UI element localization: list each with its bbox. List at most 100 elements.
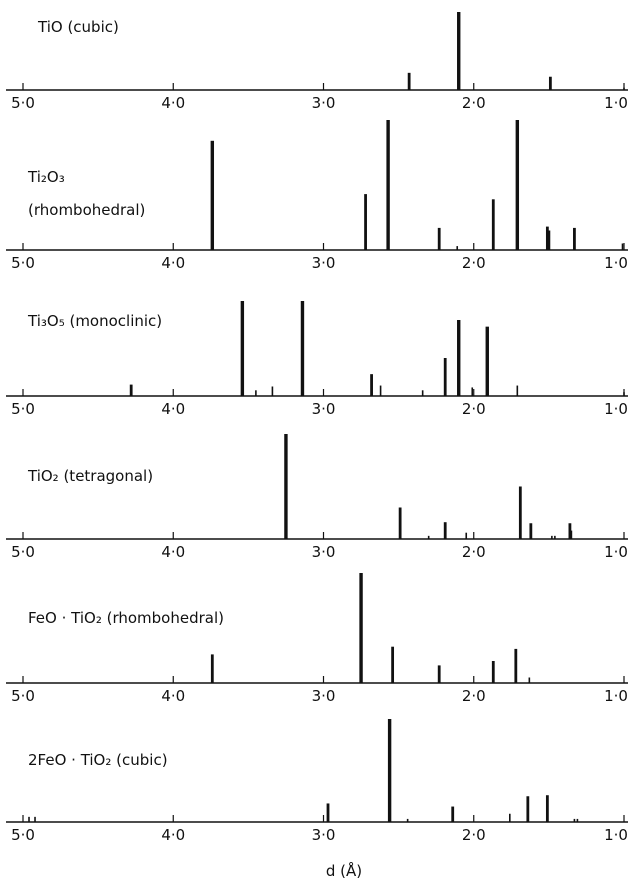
diffraction-line (545, 226, 549, 250)
diffraction-line (443, 522, 447, 539)
x-axis-label: d (Å) (326, 861, 362, 880)
diffraction-line (255, 390, 257, 396)
diffraction-line (529, 523, 533, 539)
tick-label: 4·0 (161, 400, 185, 418)
diffraction-line (621, 243, 624, 250)
diffraction-line (516, 385, 519, 396)
diffraction-line (526, 796, 530, 822)
diffraction-line (443, 358, 447, 396)
diffraction-line (427, 535, 430, 539)
diffraction-line (210, 654, 214, 683)
diffraction-line (437, 227, 441, 250)
tick-label: 1·0 (604, 687, 628, 705)
diffraction-line (406, 818, 409, 822)
diffraction-line (34, 816, 36, 822)
diffraction-line (364, 194, 367, 250)
diffraction-line (548, 76, 552, 90)
panel-title: FeO · TiO₂ (rhombohedral) (28, 609, 224, 627)
tick-label: 4·0 (161, 687, 185, 705)
diffraction-line (129, 384, 133, 396)
panel-5: FeO · TiO₂ (rhombohedral) 5·0 4·0 3·0 2·0 1·0 (6, 573, 628, 705)
diffraction-line (623, 87, 625, 90)
tick-label: 5·0 (11, 543, 35, 561)
panel-6: 2FeO · TiO₂ (cubic) 5·0 4·0 3·0 2·0 1·0 (6, 719, 628, 844)
diffraction-line (509, 813, 511, 822)
tick-label: 5·0 (11, 687, 35, 705)
tick-label: 3·0 (312, 400, 336, 418)
diffraction-line (568, 523, 572, 539)
diffraction-line (379, 385, 382, 396)
tick-label: 3·0 (312, 687, 336, 705)
diffraction-line (547, 230, 551, 250)
tick-label: 1·0 (604, 543, 628, 561)
diffraction-line (545, 795, 549, 822)
diffraction-line (576, 818, 579, 822)
diffraction-line (457, 320, 461, 396)
diffraction-line (210, 140, 215, 250)
tick-label: 3·0 (312, 826, 336, 844)
diffraction-line (491, 199, 495, 250)
diffraction-line (284, 434, 288, 539)
diffraction-line (570, 530, 573, 539)
diffraction-line (451, 806, 455, 822)
tick-label: 3·0 (312, 543, 336, 561)
diffraction-line (485, 326, 489, 396)
tick-label: 2·0 (462, 94, 486, 112)
diffraction-line (370, 374, 373, 396)
diffraction-line (359, 573, 363, 683)
diffraction-line (437, 665, 441, 683)
tick-label: 5·0 (11, 254, 35, 272)
diffraction-line (457, 12, 461, 90)
panel-title: (rhombohedral) (28, 201, 145, 219)
diffraction-line (554, 535, 556, 539)
diffraction-line (465, 532, 468, 539)
diffraction-line (623, 392, 625, 396)
tick-label: 3·0 (312, 94, 336, 112)
tick-label: 5·0 (11, 94, 35, 112)
diffraction-line (391, 646, 395, 683)
diffraction-line (514, 648, 518, 683)
tick-label: 3·0 (312, 254, 336, 272)
tick-label: 4·0 (161, 254, 185, 272)
diffraction-line (326, 803, 330, 822)
diffraction-line (491, 661, 495, 683)
tick-label: 2·0 (462, 254, 486, 272)
diffraction-line (387, 719, 392, 822)
panel-1: TiO (cubic) 5·0 4·0 3·0 2·0 1·0 (6, 12, 628, 112)
tick-label: 2·0 (462, 826, 486, 844)
tick-label: 1·0 (604, 254, 628, 272)
diffraction-line (407, 72, 411, 90)
panel-title: Ti₃O₅ (monoclinic) (27, 312, 162, 330)
tick-label: 1·0 (604, 826, 628, 844)
tick-label: 2·0 (462, 687, 486, 705)
diffraction-line (515, 120, 520, 250)
diffraction-line (300, 301, 305, 396)
tick-label: 1·0 (604, 94, 628, 112)
diffraction-line (471, 387, 474, 396)
tick-label: 4·0 (161, 543, 185, 561)
panel-title: TiO (cubic) (37, 18, 119, 36)
diffraction-line (240, 301, 245, 396)
tick-label: 4·0 (161, 826, 185, 844)
tick-label: 1·0 (604, 400, 628, 418)
panel-2: Ti₂O₃ (rhombohedral) 5·0 4·0 3·0 2·0 1·0 (6, 120, 628, 272)
panel-title: 2FeO · TiO₂ (cubic) (28, 751, 168, 769)
diffraction-line (398, 507, 402, 539)
diffraction-line (421, 390, 424, 396)
diffraction-line (28, 816, 30, 822)
panel-title: Ti₂O₃ (27, 168, 65, 186)
tick-label: 2·0 (462, 400, 486, 418)
tick-label: 5·0 (11, 400, 35, 418)
tick-label: 5·0 (11, 826, 35, 844)
panel-title: TiO₂ (tetragonal) (27, 467, 153, 485)
diffraction-line (573, 818, 576, 822)
diffraction-line (551, 535, 553, 539)
tick-label: 2·0 (462, 543, 486, 561)
diffraction-line (518, 486, 522, 539)
diffraction-line (386, 120, 390, 250)
diffraction-line (271, 386, 274, 396)
panel-4: TiO₂ (tetragonal) 5·0 4·0 3·0 2·0 1·0 (6, 434, 628, 561)
diffraction-line (573, 227, 576, 250)
